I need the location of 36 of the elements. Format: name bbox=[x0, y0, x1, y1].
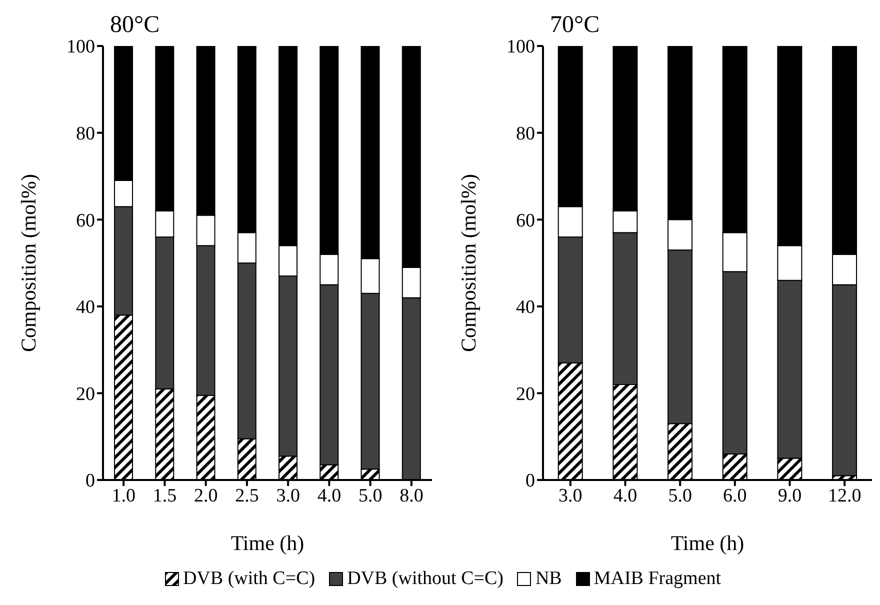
legend-label: NB bbox=[535, 568, 562, 590]
legend-label: MAIB Fragment bbox=[594, 568, 722, 590]
chart-title: 70°C bbox=[550, 12, 600, 39]
x-tick-label: 6.0 bbox=[723, 485, 747, 506]
x-tick-label: 12.0 bbox=[828, 485, 862, 506]
y-axis-title: Composition (mol%) bbox=[16, 174, 40, 352]
x-tick-label: 4.0 bbox=[317, 485, 342, 506]
x-tick-label: 3.0 bbox=[558, 485, 582, 506]
x-tick-label: 2.0 bbox=[194, 485, 218, 506]
x-tick-label: 3.0 bbox=[276, 485, 300, 506]
y-axis-title: Composition (mol%) bbox=[456, 174, 480, 352]
legend-label: DVB (without C=C) bbox=[347, 568, 504, 590]
y-tick-label: 60 bbox=[516, 210, 535, 232]
chart-title: 80°C bbox=[110, 12, 160, 39]
x-axis-title: Time (h) bbox=[670, 531, 744, 555]
x-tick-label: 8.0 bbox=[400, 485, 424, 506]
y-tick-label: 20 bbox=[76, 384, 95, 405]
y-tick-label: 0 bbox=[526, 470, 535, 492]
x-tick-label: 5.0 bbox=[358, 485, 382, 506]
y-tick-label: 100 bbox=[66, 36, 95, 58]
y-tick-label: 40 bbox=[516, 297, 535, 318]
x-tick-label: 1.5 bbox=[152, 485, 177, 506]
y-tick-label: 0 bbox=[86, 470, 95, 492]
y-tick-label: 80 bbox=[516, 124, 535, 145]
x-tick-label: 1.0 bbox=[112, 485, 136, 506]
x-axis-title: Time (h) bbox=[230, 531, 304, 555]
legend-label: DVB (with C=C) bbox=[182, 568, 316, 590]
y-tick-label: 80 bbox=[76, 124, 95, 145]
y-tick-label: 60 bbox=[76, 210, 95, 232]
x-tick-label: 5.0 bbox=[668, 485, 692, 506]
x-tick-label: 9.0 bbox=[778, 485, 802, 506]
y-tick-label: 100 bbox=[506, 36, 535, 58]
x-tick-label: 2.5 bbox=[235, 485, 259, 506]
y-tick-label: 40 bbox=[76, 297, 95, 318]
y-tick-label: 20 bbox=[516, 384, 535, 405]
x-tick-label: 4.0 bbox=[613, 485, 638, 506]
